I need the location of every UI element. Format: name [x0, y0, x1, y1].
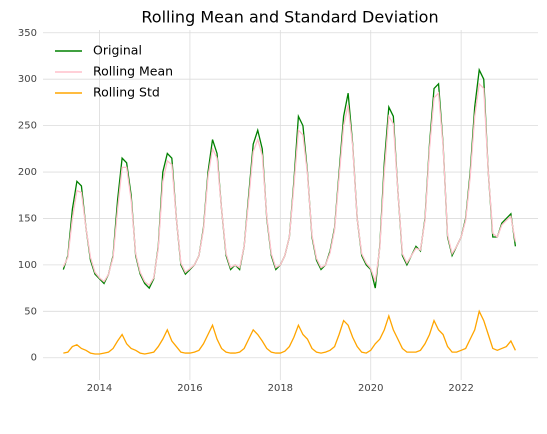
y-tick-label: 100 [18, 260, 37, 271]
y-tick-label: 150 [18, 213, 37, 224]
x-tick-label: 2016 [177, 383, 202, 394]
series-line [63, 309, 516, 355]
legend-label: Rolling Std [93, 85, 160, 100]
series-line [62, 82, 517, 287]
legend-label: Original [93, 43, 142, 58]
y-tick-label: 0 [31, 353, 37, 364]
x-tick-label: 2014 [87, 383, 112, 394]
chart-title: Rolling Mean and Standard Deviation [141, 8, 438, 27]
y-tick-label: 50 [24, 306, 37, 317]
x-tick-label: 2020 [358, 383, 383, 394]
x-tick-label: 2018 [268, 383, 293, 394]
y-tick-label: 300 [18, 74, 37, 85]
y-tick-label: 250 [18, 121, 37, 132]
x-tick-label: 2022 [448, 383, 473, 394]
y-tick-label: 200 [18, 167, 37, 178]
series-line [62, 67, 517, 290]
legend-label: Rolling Mean [93, 64, 173, 79]
y-tick-label: 350 [18, 28, 37, 39]
